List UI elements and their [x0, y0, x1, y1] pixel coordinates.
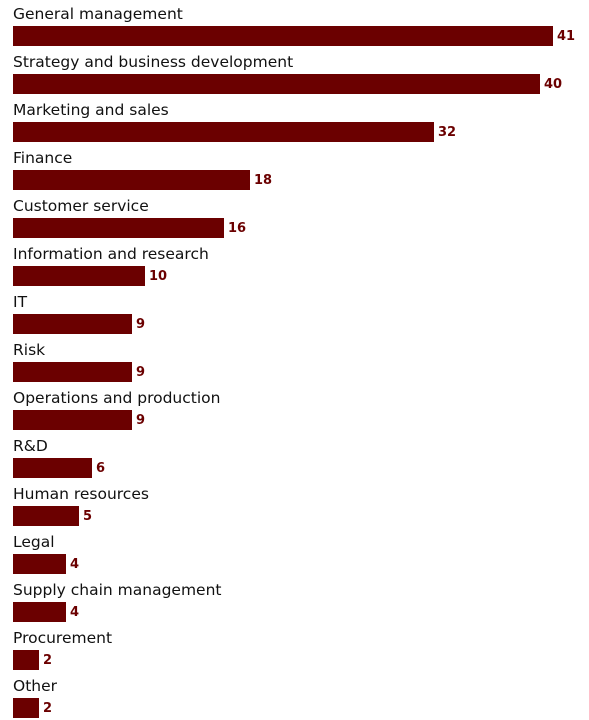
bar — [13, 458, 92, 478]
bar-row: Finance 18 — [0, 144, 589, 192]
bar — [13, 554, 66, 574]
bar-row: Strategy and business development 40 — [0, 48, 589, 96]
category-label: Customer service — [13, 197, 149, 215]
category-label: Human resources — [13, 485, 149, 503]
value-label: 6 — [96, 461, 106, 476]
bar-row: Marketing and sales 32 — [0, 96, 589, 144]
category-label: Procurement — [13, 629, 113, 647]
value-label: 32 — [438, 125, 457, 140]
value-label: 4 — [70, 557, 80, 572]
bar — [13, 170, 250, 190]
category-label: Information and research — [13, 245, 209, 263]
bar — [13, 122, 434, 142]
bar-row: Legal 4 — [0, 528, 589, 576]
category-label: Finance — [13, 149, 73, 167]
value-label: 10 — [149, 269, 168, 284]
bar-row: IT 9 — [0, 288, 589, 336]
value-label: 2 — [43, 701, 53, 716]
value-label: 9 — [136, 317, 146, 332]
category-label: General management — [13, 5, 183, 23]
value-label: 41 — [557, 29, 576, 44]
value-label: 4 — [70, 605, 80, 620]
value-label: 9 — [136, 413, 146, 428]
bar-row: Procurement 2 — [0, 624, 589, 672]
bar — [13, 410, 132, 430]
category-label: IT — [13, 293, 28, 311]
bar-row: Customer service 16 — [0, 192, 589, 240]
category-label: Supply chain management — [13, 581, 222, 599]
bar — [13, 650, 39, 670]
category-label: Other — [13, 677, 58, 695]
bar — [13, 314, 132, 334]
bar-row: Supply chain management 4 — [0, 576, 589, 624]
bar — [13, 26, 553, 46]
bar-row: Information and research 10 — [0, 240, 589, 288]
bar-row: R&D 6 — [0, 432, 589, 480]
value-label: 5 — [83, 509, 93, 524]
bar — [13, 218, 224, 238]
bar — [13, 506, 79, 526]
bar — [13, 74, 540, 94]
category-label: Strategy and business development — [13, 53, 294, 71]
value-label: 2 — [43, 653, 53, 668]
category-label: Legal — [13, 533, 55, 551]
bar-row: Operations and production 9 — [0, 384, 589, 432]
category-label: Risk — [13, 341, 46, 359]
bar-row: General management 41 — [0, 0, 589, 48]
category-label: Marketing and sales — [13, 101, 169, 119]
value-label: 16 — [228, 221, 247, 236]
bar — [13, 362, 132, 382]
bar-row: Risk 9 — [0, 336, 589, 384]
bar — [13, 602, 66, 622]
bar-row: Other 2 — [0, 672, 589, 720]
value-label: 40 — [544, 77, 563, 92]
bar — [13, 698, 39, 718]
category-label: Operations and production — [13, 389, 221, 407]
category-label: R&D — [13, 437, 48, 455]
value-label: 18 — [254, 173, 273, 188]
value-label: 9 — [136, 365, 146, 380]
bar-row: Human resources 5 — [0, 480, 589, 528]
bar — [13, 266, 145, 286]
